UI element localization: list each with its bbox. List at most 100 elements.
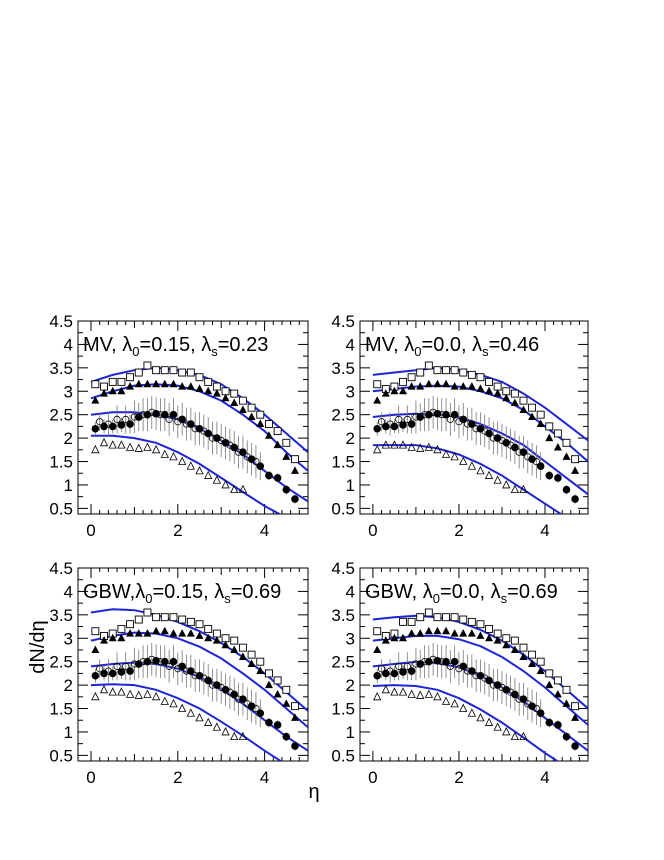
data-point-filled-circle bbox=[291, 495, 299, 503]
data-point-open-triangle bbox=[160, 696, 169, 705]
panel-title-subscript: 0 bbox=[145, 591, 152, 606]
data-point-open-triangle bbox=[373, 444, 382, 454]
data-point-open-triangle bbox=[91, 691, 100, 701]
data-point-filled-triangle bbox=[381, 389, 390, 397]
panel-title-part: GBW, λ bbox=[365, 581, 433, 603]
panel-title-part: =0.69 bbox=[231, 581, 282, 603]
data-point-filled-triangle bbox=[204, 633, 213, 642]
data-point-filled-circle bbox=[390, 669, 399, 678]
data-point-filled-circle bbox=[502, 685, 511, 694]
panel-title-part: =0.69 bbox=[507, 581, 558, 603]
x-tick-label: 0 bbox=[86, 768, 95, 787]
data-point-filled-triangle bbox=[502, 640, 511, 649]
data-point-filled-circle bbox=[230, 690, 239, 699]
data-point-open-square bbox=[373, 380, 382, 389]
data-point-filled-circle bbox=[536, 462, 545, 471]
data-point-open-circle bbox=[174, 418, 182, 426]
data-point-filled-circle bbox=[390, 422, 399, 431]
data-point-open-square bbox=[476, 373, 485, 382]
data-point-filled-triangle bbox=[169, 629, 178, 637]
panel-title-subscript: s bbox=[482, 344, 489, 359]
data-point-filled-triangle bbox=[442, 626, 451, 635]
panel-top-left: 0.511.522.533.544.50 2 4MV, λ0=0.15, λs=0.… bbox=[49, 312, 309, 540]
panel-title: MV, λ0=0.15, λs=0.23 bbox=[83, 334, 268, 359]
data-point-filled-circle bbox=[126, 420, 134, 428]
theory-curve-4 bbox=[372, 444, 563, 514]
data-point-open-square bbox=[169, 613, 178, 622]
data-point-filled-triangle bbox=[247, 412, 256, 421]
data-point-open-triangle bbox=[134, 690, 143, 699]
data-point-open-square bbox=[117, 377, 126, 386]
data-point-open-square bbox=[510, 636, 519, 645]
data-point-filled-triangle bbox=[407, 629, 416, 637]
data-point-open-square bbox=[160, 613, 169, 622]
data-point-open-circle bbox=[96, 665, 104, 673]
data-point-open-square bbox=[126, 373, 135, 382]
y-tick-label: 0.5 bbox=[331, 499, 355, 518]
data-point-open-square bbox=[510, 389, 519, 398]
data-point-open-circle bbox=[386, 420, 394, 428]
data-point-open-circle bbox=[122, 662, 130, 670]
data-point-filled-circle bbox=[407, 667, 416, 675]
data-point-open-triangle bbox=[238, 731, 248, 741]
data-point-open-square bbox=[433, 366, 442, 375]
y-tick-label: 4.5 bbox=[49, 312, 73, 331]
data-point-open-square bbox=[160, 366, 169, 375]
data-point-open-triangle bbox=[390, 440, 399, 449]
data-point-open-circle bbox=[472, 425, 480, 433]
data-point-filled-triangle bbox=[545, 680, 554, 689]
data-point-open-triangle bbox=[381, 440, 390, 449]
data-point-open-circle bbox=[377, 665, 386, 673]
data-point-open-triangle bbox=[108, 687, 117, 696]
data-point-open-circle bbox=[208, 681, 217, 689]
data-point-open-circle bbox=[234, 695, 243, 703]
x-tick-label: 4 bbox=[260, 768, 269, 787]
data-point-open-square bbox=[467, 617, 476, 626]
data-point-filled-triangle bbox=[424, 626, 433, 635]
data-point-filled-triangle bbox=[467, 382, 476, 390]
data-point-open-square bbox=[152, 613, 161, 622]
data-point-open-circle bbox=[113, 415, 121, 423]
panel-title-subscript: 0 bbox=[433, 591, 440, 606]
y-tick-label: 2 bbox=[64, 676, 73, 695]
data-point-filled-circle bbox=[282, 732, 291, 741]
panel-title: GBW,λ0=0.15, λs=0.69 bbox=[83, 581, 281, 606]
x-tick-label: 2 bbox=[173, 768, 182, 787]
data-point-open-circle bbox=[165, 415, 173, 423]
data-point-filled-triangle bbox=[256, 666, 265, 675]
data-point-filled-triangle bbox=[536, 666, 545, 675]
data-point-open-circle bbox=[217, 436, 225, 445]
data-point-open-circle bbox=[403, 415, 411, 423]
data-point-filled-triangle bbox=[134, 379, 143, 388]
data-point-open-circle bbox=[243, 700, 251, 708]
data-point-open-circle bbox=[506, 688, 515, 696]
data-point-filled-triangle bbox=[195, 384, 204, 392]
data-point-open-square bbox=[204, 624, 213, 633]
data-point-open-circle bbox=[226, 441, 234, 449]
data-point-filled-triangle bbox=[528, 659, 537, 668]
data-point-open-circle bbox=[104, 667, 112, 675]
data-point-open-square bbox=[416, 368, 425, 377]
data-point-open-circle bbox=[420, 658, 429, 666]
panel-title-subscript: 0 bbox=[414, 344, 421, 359]
data-point-open-square bbox=[264, 420, 273, 429]
plot-frame bbox=[359, 567, 589, 762]
data-point-open-square bbox=[485, 624, 494, 633]
data-point-open-triangle bbox=[433, 444, 442, 454]
data-point-filled-circle bbox=[282, 485, 291, 494]
data-point-open-square bbox=[134, 615, 143, 624]
data-point-open-square bbox=[571, 455, 580, 464]
data-point-filled-circle bbox=[247, 702, 256, 710]
data-point-filled-triangle bbox=[399, 633, 408, 642]
data-point-open-circle bbox=[412, 660, 420, 668]
data-point-open-square bbox=[178, 368, 187, 377]
y-tick-label: 4 bbox=[346, 335, 355, 354]
data-point-filled-triangle bbox=[273, 440, 282, 449]
data-point-open-square bbox=[407, 617, 416, 626]
y-tick-label: 1 bbox=[64, 723, 73, 742]
y-tick-label: 2 bbox=[64, 429, 73, 448]
data-point-open-triangle bbox=[117, 440, 126, 449]
data-point-open-triangle bbox=[169, 451, 178, 461]
data-point-open-circle bbox=[200, 427, 208, 435]
